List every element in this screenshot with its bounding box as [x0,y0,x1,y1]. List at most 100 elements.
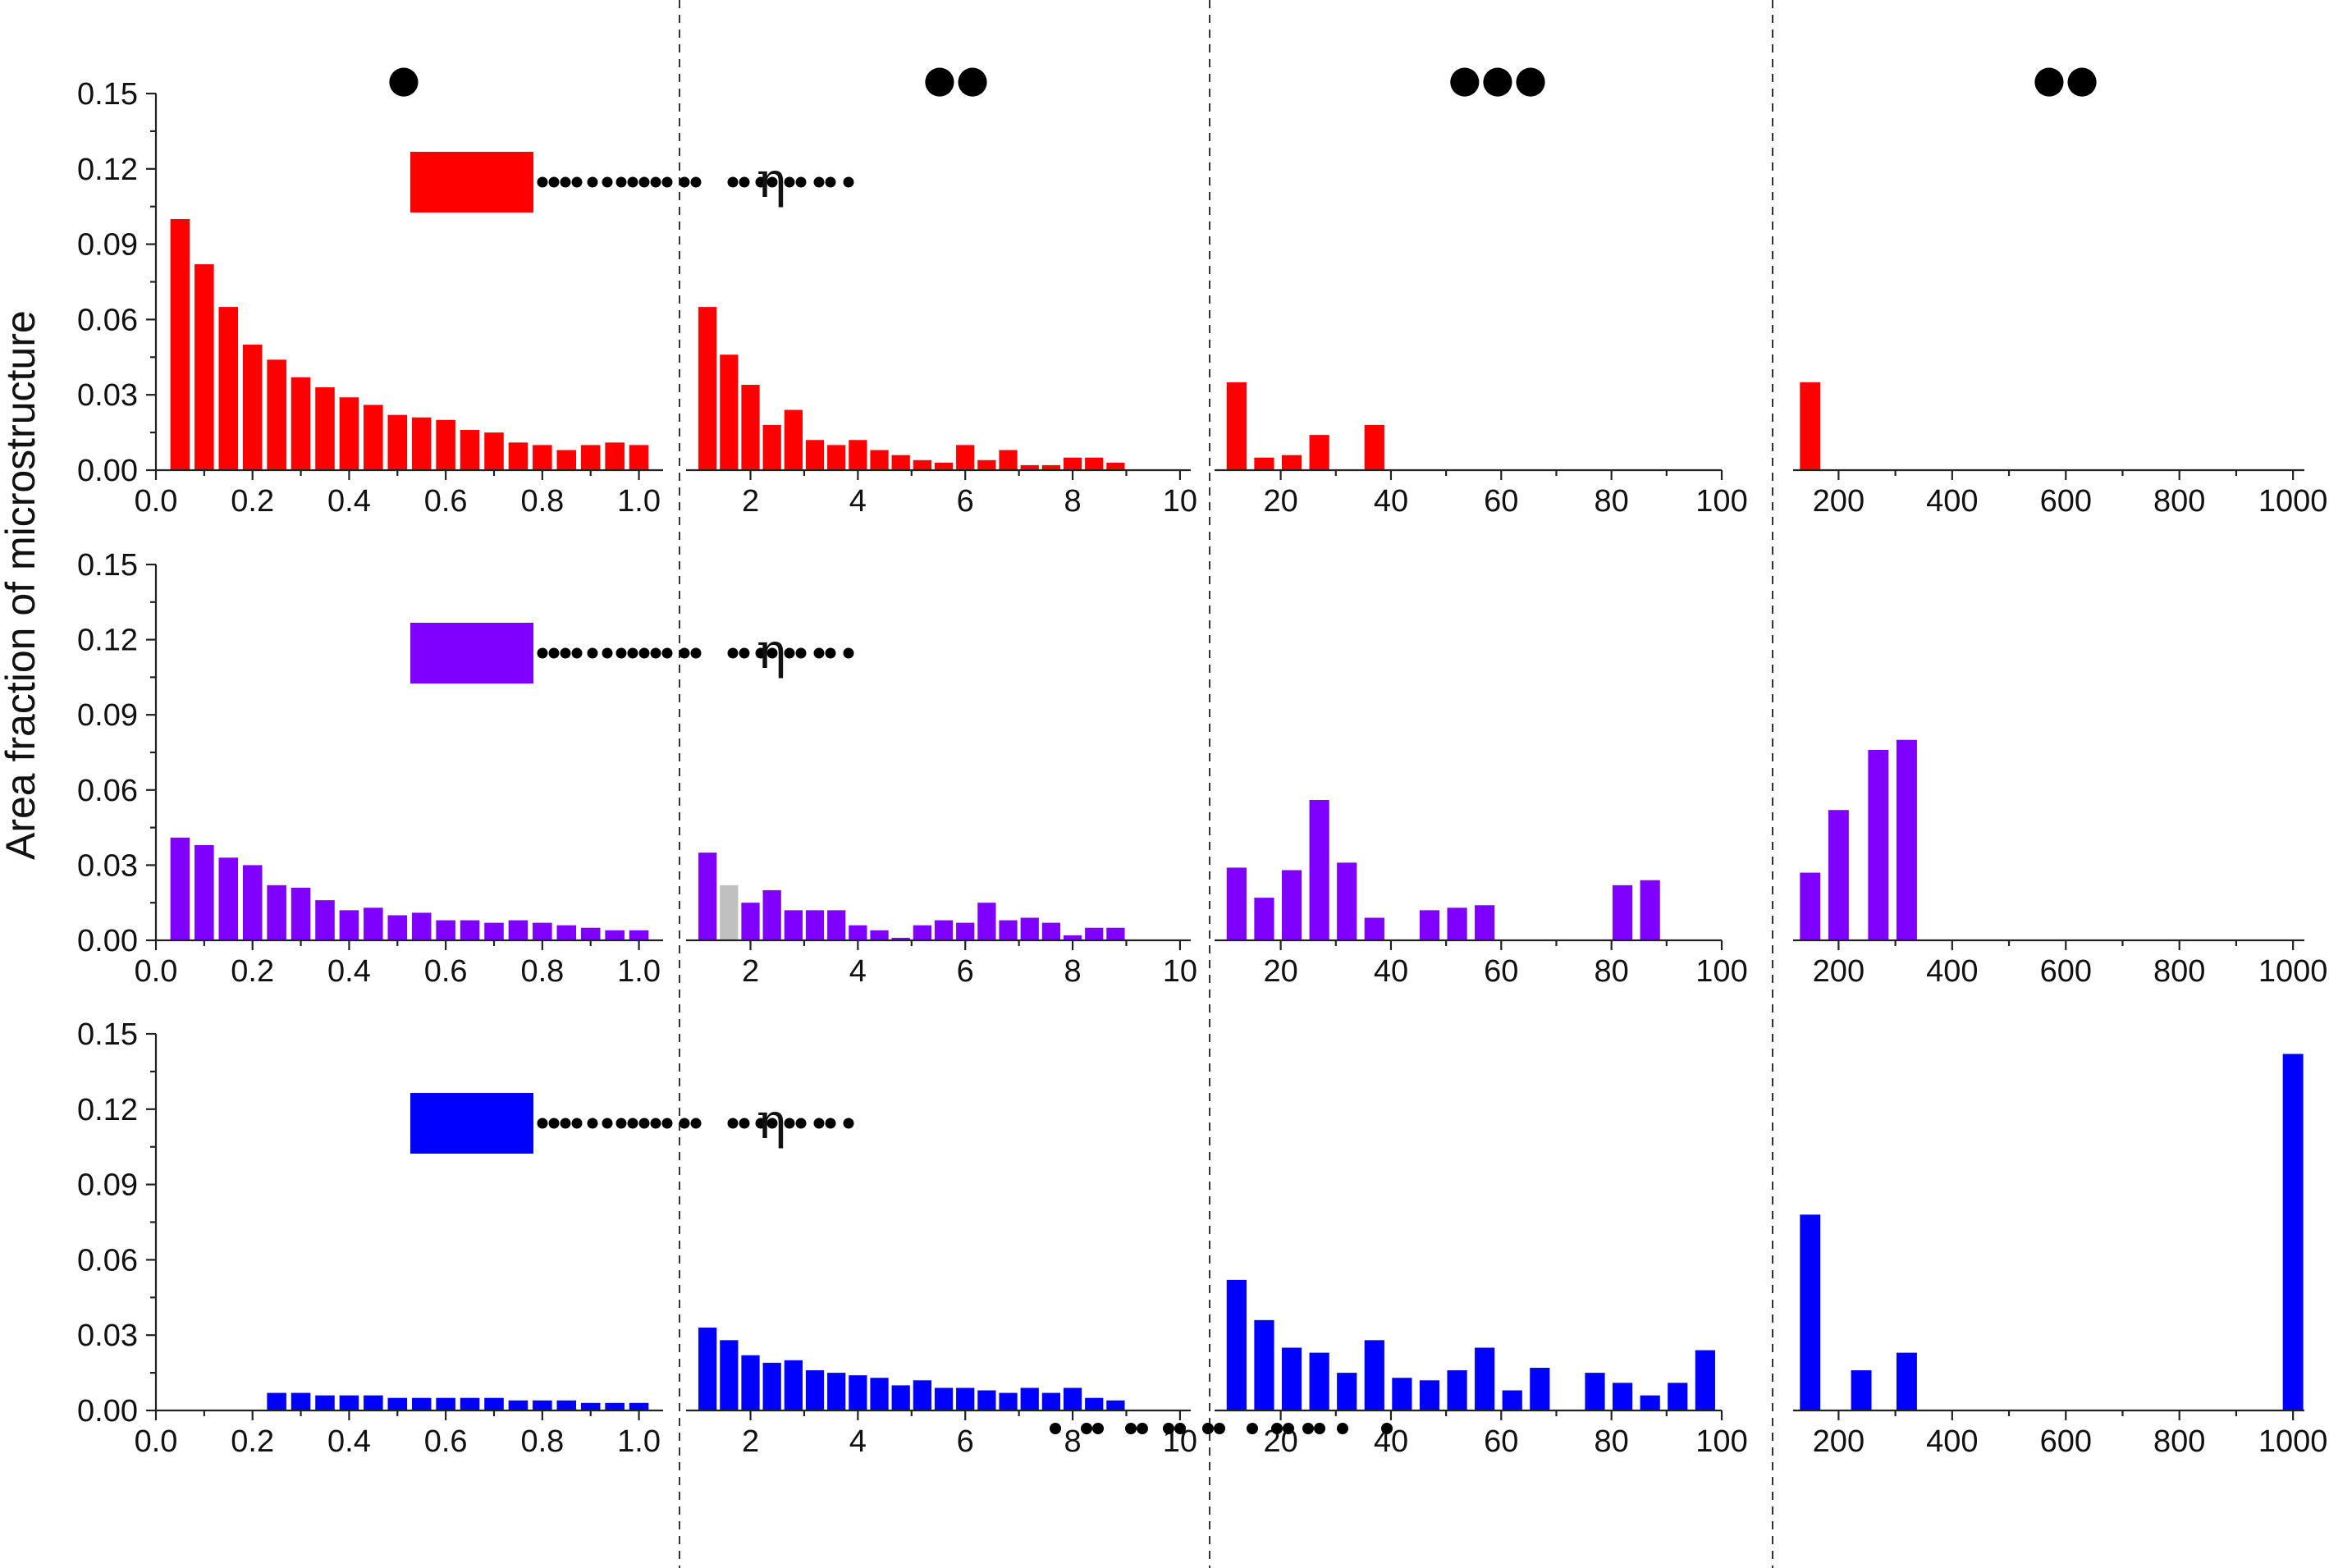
bar-r2-c1-8 [339,910,359,940]
panel-r1-c3: 20 40 60 80 100 [1215,382,1748,519]
bar-r2-c1-16 [533,922,552,940]
y-axis-label: Area fraction of microstructure [0,310,43,860]
bar-r2-c1-13 [460,920,480,940]
bar-r3-c1-11 [508,1400,528,1410]
bar-r1-c1-17 [556,450,577,470]
y-tick-label: 0.03 [77,848,138,883]
x-tick-label: 40 [1374,954,1408,989]
bar-r1-c4-1 [1800,382,1821,470]
legend-redacted-mark [587,1118,598,1129]
bar-r3-c1-3 [315,1395,335,1410]
bar-r1-c2-6 [805,440,825,470]
bar-r3-c1-10 [484,1397,504,1410]
x-tick-label: 8 [1064,484,1081,519]
bar-r1-c3-2 [1254,457,1274,470]
x-tick-label: 1000 [2258,954,2328,989]
legend-redacted-mark [755,647,766,659]
column-header-2: ●● [923,57,989,101]
bar-r3-c3-4 [1309,1352,1329,1410]
bar-r3-c3-9 [1447,1370,1467,1410]
legend-redacted-mark [813,1118,825,1129]
bar-r2-c2-8 [849,925,867,940]
bar-r1-c2-5 [784,409,803,470]
legend-redacted-mark [627,176,638,188]
legend-redacted-mark [650,647,661,659]
x-tick-label: 2 [742,484,759,519]
bar-r2-c1-14 [484,922,504,940]
bar-r2-c2-11 [913,925,931,940]
bar-r3-c1-15 [605,1402,625,1410]
bar-r3-c1-1 [267,1392,286,1410]
x-tick-label: 40 [1374,484,1408,519]
panel-r3-c2: 2 4 6 8 10 [686,1328,1197,1459]
legend-redacted-mark [795,176,807,188]
bar-r3-c2-5 [784,1360,803,1410]
x-tick-label: 400 [1926,484,1978,519]
legend-redacted-mark [755,1118,766,1129]
bottom-caption-mark [1125,1423,1137,1434]
y-tick-label: 0.09 [77,698,138,733]
legend-blue: η [410,1093,854,1154]
legend-redacted-mark [571,647,583,659]
bottom-caption-mark [1214,1423,1225,1434]
x-tick-label: 0.4 [327,954,371,989]
bar-r2-c1-9 [364,907,383,940]
legend-redacted-mark [843,647,854,659]
bar-r3-c3-16 [1640,1395,1660,1410]
x-tick-label: 0.8 [520,484,564,519]
bar-r2-c1-4 [242,865,263,940]
y-tick-label: 0.00 [77,1394,138,1429]
y-tick-label: 0.03 [77,1319,138,1353]
legend-redacted-mark [795,647,807,659]
x-tick-label: 0.2 [231,954,274,989]
x-tick-label: 0.6 [424,484,468,519]
panel-r2-c2: 2 4 6 8 10 [686,853,1197,989]
x-tick-label: 0.4 [327,484,371,519]
legend-redacted-mark [560,176,571,188]
panel-r3-c1: 0.0 0.2 0.4 0.6 0.8 1.0 0.00 0.03 0.06 0.09 0.12 0.… [77,1017,663,1459]
bar-r3-c2-4 [762,1362,781,1410]
bar-r1-c1-14 [484,432,504,470]
bar-r2-c2-10 [891,937,910,940]
column-header-3: ●●● [1448,57,1547,101]
x-tick-label: 10 [1163,954,1197,989]
legend-redacted-mark [795,1118,807,1129]
x-tick-label: 0.6 [424,954,468,989]
legend-swatch [410,1093,533,1154]
bar-r2-c3-15 [1612,885,1633,940]
y-tick-label: 0.06 [77,774,138,808]
x-tick-label: 0.6 [424,1424,468,1459]
x-tick-label: 600 [2040,1424,2092,1459]
bar-r1-c2-16 [1020,464,1039,470]
legend-redacted-mark [679,176,690,188]
x-tick-label: 6 [957,954,974,989]
bar-r1-c1-10 [387,414,408,470]
y-tick-label: 0.15 [77,548,138,583]
bar-r2-c1-6 [291,887,311,940]
legend-redacted-mark [627,647,638,659]
bar-r2-c2-3 [741,903,760,940]
x-tick-label: 0.0 [135,954,178,989]
legend-redacted-mark [571,1118,583,1129]
bar-r2-c2-16 [1020,917,1039,940]
bottom-caption-mark [1283,1423,1294,1434]
bar-r1-c2-14 [977,459,996,470]
bottom-caption-mark [1302,1423,1314,1434]
bar-r2-c1-12 [436,920,455,940]
x-tick-label: 200 [1813,1424,1865,1459]
x-tick-label: 100 [1695,1424,1747,1459]
bar-r3-c2-3 [741,1355,760,1410]
x-tick-label: 1.0 [617,1424,661,1459]
bar-r1-c1-6 [291,377,311,470]
bar-r3-c3-6 [1364,1340,1384,1410]
x-tick-label: 200 [1813,954,1865,989]
bar-r1-c1-11 [411,417,432,470]
bar-r3-c2-12 [934,1387,954,1410]
x-tick-label: 800 [2153,1424,2205,1459]
bar-r2-c3-10 [1475,905,1495,940]
y-tick-label: 0.00 [77,924,138,958]
x-tick-label: 0.0 [135,484,178,519]
x-tick-label: 6 [957,1424,974,1459]
bar-r2-c1-17 [556,925,577,940]
